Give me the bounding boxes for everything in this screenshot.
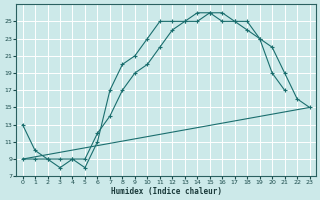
X-axis label: Humidex (Indice chaleur): Humidex (Indice chaleur)	[111, 187, 221, 196]
